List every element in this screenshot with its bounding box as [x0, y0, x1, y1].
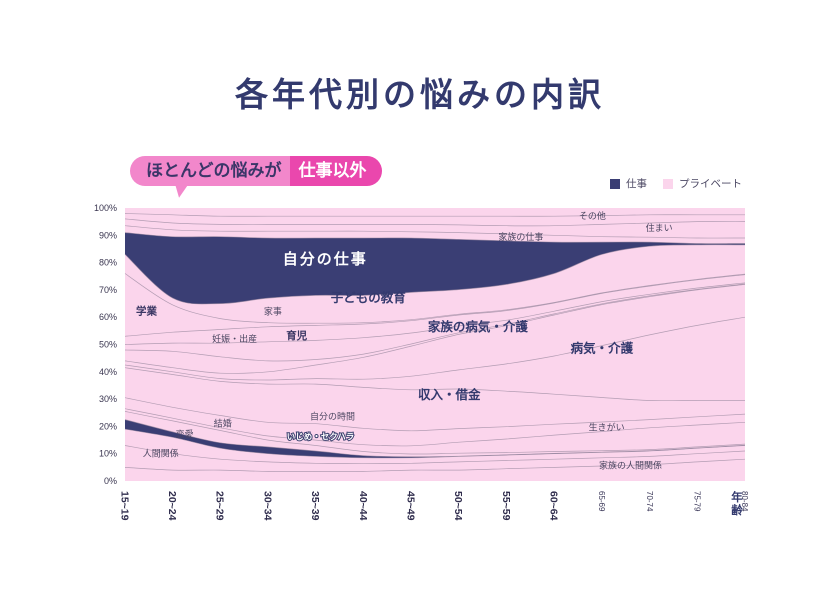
legend-private-label: プライベート [679, 178, 742, 190]
boundary-childcare [124, 282, 746, 345]
callout-bubble: ほとんどの悩みが 仕事以外 [130, 156, 382, 198]
x-tick-label: 30~34 [261, 491, 273, 521]
boundary-family-work [124, 225, 746, 239]
y-tick-label: 50% [99, 340, 117, 350]
chart-label-marriage: 結婚 [214, 417, 232, 428]
y-tick-label: 60% [99, 312, 117, 322]
y-tick-label: 10% [99, 449, 117, 459]
chart-label-housing: 住まい [646, 222, 673, 233]
chart-label-own-work: 自分の仕事 [283, 250, 368, 268]
x-tick-label: 25~29 [214, 491, 226, 521]
x-tick-label: 55~59 [500, 491, 512, 521]
boundary-other [124, 213, 745, 217]
boundary-studies [124, 273, 746, 324]
x-tick-label: 20~24 [166, 491, 178, 521]
y-tick-label: 70% [99, 285, 117, 295]
legend-work-label: 仕事 [626, 178, 647, 190]
chart-legend: 仕事 プライベート [610, 176, 742, 191]
chart-label-studies: 学業 [136, 304, 157, 317]
x-tick-label: 60~64 [548, 491, 560, 521]
boundary-marriage [124, 411, 746, 455]
chart-label-romance: 恋愛 [176, 428, 194, 439]
chart-label-family-work: 家族の仕事 [498, 231, 543, 242]
boundary-family-relationships [124, 458, 746, 472]
x-tick-label: 70-74 [645, 491, 654, 512]
page-title: 各年代別の悩みの内訳 [235, 76, 605, 113]
legend-private-swatch [663, 178, 673, 189]
x-tick-label: 75-79 [693, 491, 702, 512]
x-axis-title: 年 [731, 490, 743, 504]
y-tick-label: 100% [94, 203, 117, 213]
x-tick-label: 50~54 [452, 491, 464, 521]
y-tick-label: 0% [104, 476, 117, 486]
boundary-life-purpose [124, 408, 746, 447]
chart-label-housework: 家事 [264, 305, 282, 316]
chart-label-relationships: 人間関係 [143, 448, 179, 458]
boundary-housing [124, 218, 746, 227]
chart-label-illness-care: 病気・介護 [571, 341, 634, 356]
callout-text: ほとんどの悩みが [130, 156, 290, 186]
boundary-pregnancy-birth [124, 283, 746, 362]
x-tick-label: 15~19 [118, 491, 130, 521]
boundary-family-illness-care [124, 284, 746, 374]
chart-label-pregnancy-birth: 妊娠・出産 [212, 333, 257, 344]
y-tick-label: 30% [99, 394, 117, 404]
chart-label-other: その他 [579, 210, 606, 221]
callout-highlight-text: 仕事以外 [289, 156, 382, 186]
chart-label-life-purpose: 生きがい [589, 421, 625, 432]
boundary-illness-care [124, 316, 746, 381]
y-tick-label: 90% [99, 230, 117, 240]
chart-label-childrens-education: 子どもの教育 [331, 290, 407, 305]
boundary-bullying-harassment [124, 419, 746, 458]
chart-label-own-time: 自分の時間 [310, 411, 355, 422]
x-tick-label: 35~39 [309, 491, 321, 521]
x-tick-label: 40~44 [357, 491, 369, 521]
x-tick-label: 45~49 [404, 491, 416, 521]
chart-label-family-relationships: 家族の人間関係 [599, 460, 662, 471]
x-tick-label: 65-69 [597, 491, 606, 512]
y-tick-label: 40% [99, 367, 117, 377]
x-axis-title: 齢 [731, 503, 743, 517]
boundary-own-work [124, 232, 746, 244]
chart-label-income-debt: 収入・借金 [418, 387, 481, 402]
boundary-income-debt [124, 367, 745, 402]
boundary-relationships [124, 445, 746, 464]
boundary-own-time [124, 397, 746, 432]
chart-label-family-illness-care: 家族の病気・介護 [428, 319, 529, 334]
y-tick-label: 80% [99, 258, 117, 268]
y-tick-label: 20% [99, 421, 117, 431]
boundary-housework [124, 274, 746, 337]
boundary-childrens-education [124, 244, 746, 305]
x-tick-label: 80-84 [740, 491, 749, 512]
chart-label-bullying-harassment: いじめ・セクハラ [287, 432, 355, 442]
chart-label-childcare: 育児 [286, 329, 307, 342]
legend-work-swatch [610, 178, 620, 189]
